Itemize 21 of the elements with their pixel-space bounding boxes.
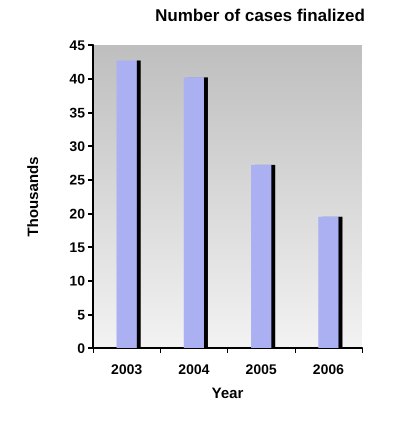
x-tick-label: 2003 — [111, 361, 142, 377]
y-tick-label: 15 — [69, 239, 86, 255]
y-tick-label: 35 — [69, 104, 86, 120]
y-axis-title: Thousands — [25, 156, 42, 237]
x-tick-label: 2005 — [246, 361, 277, 377]
y-tick-label: 25 — [69, 172, 86, 188]
x-tick-label: 2004 — [178, 361, 210, 377]
x-tick-label: 2006 — [312, 361, 344, 377]
y-tick-label: 40 — [69, 70, 86, 87]
bar — [184, 77, 204, 348]
bar — [251, 164, 272, 348]
y-tick-label: 45 — [69, 37, 86, 53]
y-tick-label: 0 — [77, 340, 86, 356]
y-tick-label: 20 — [69, 205, 86, 222]
chart-title: Number of cases finalized — [155, 6, 365, 25]
y-tick-label: 10 — [69, 272, 86, 289]
x-axis-title: Year — [212, 385, 244, 402]
bar — [116, 60, 137, 348]
bar — [318, 216, 338, 348]
y-tick-label: 5 — [77, 306, 86, 322]
y-tick-label: 30 — [69, 138, 86, 154]
